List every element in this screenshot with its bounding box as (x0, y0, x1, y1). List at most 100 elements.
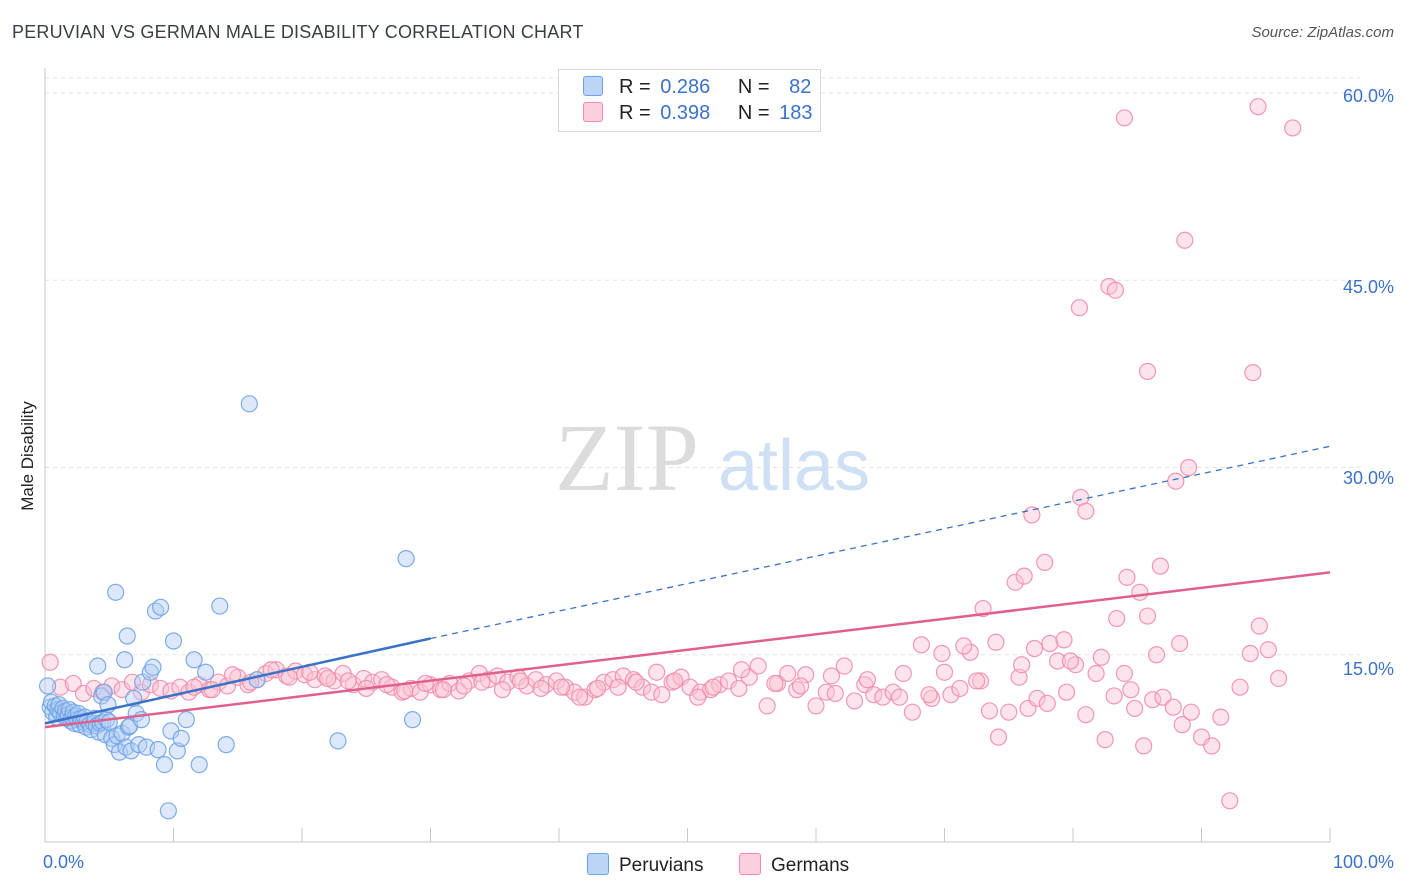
german-point (807, 697, 825, 715)
peruvians-r-value: 0.286 (660, 76, 711, 98)
peruvian-point (240, 395, 258, 413)
peruvian-point (159, 802, 177, 820)
peruvian-point (141, 663, 159, 681)
german-point (1106, 281, 1125, 299)
germans-n-value: 183 (779, 102, 813, 124)
peruvians-n-value: 82 (789, 76, 812, 98)
german-point (1250, 617, 1268, 635)
peruvian-point (116, 651, 134, 669)
peruvians-legend-label: Peruvians (619, 855, 704, 876)
peruvian-point (197, 663, 215, 681)
german-point (1164, 698, 1182, 716)
y-tick-label-30: 30.0% (1342, 468, 1394, 488)
germans-legend-label: Germans (771, 855, 850, 876)
german-point (552, 678, 571, 696)
german-point (1087, 664, 1105, 683)
german-point (749, 657, 767, 675)
peruvians-trend-line (44, 637, 431, 725)
german-point (1006, 573, 1024, 591)
german-point (822, 667, 841, 685)
bottom-legend-peruvians: Peruvians (587, 853, 704, 877)
german-point (1028, 689, 1046, 708)
german-point (987, 633, 1005, 651)
german-point (609, 678, 627, 696)
german-point (971, 672, 990, 690)
germans-r-label: R = (619, 102, 651, 124)
watermark-zip: ZIP (555, 404, 699, 511)
german-point (961, 643, 979, 661)
german-point (1244, 364, 1262, 382)
german-point (319, 669, 337, 688)
german-point (1269, 669, 1288, 688)
peruvian-point (172, 729, 190, 747)
peruvian-point (149, 741, 167, 759)
german-point (1012, 656, 1031, 674)
german-point (1173, 716, 1191, 734)
german-point (1182, 703, 1200, 721)
german-point (1077, 502, 1095, 520)
german-point (920, 686, 938, 704)
german-point (1176, 231, 1194, 249)
german-point (955, 637, 973, 655)
peruvian-point (329, 732, 347, 750)
german-point (826, 684, 844, 703)
german-point (1025, 639, 1044, 658)
german-point (1077, 706, 1095, 724)
germans-legend-swatch (739, 853, 761, 875)
german-point (339, 672, 357, 690)
german-point (968, 672, 986, 690)
german-point (691, 683, 709, 701)
german-point (653, 686, 671, 704)
german-point (758, 697, 776, 715)
germans-swatch (583, 102, 603, 122)
x-tick-label-0: 0.0% (43, 852, 85, 872)
german-point (171, 678, 189, 696)
german-point (702, 681, 720, 699)
german-point (1126, 699, 1144, 718)
german-point (1122, 681, 1140, 699)
german-point (1231, 678, 1249, 696)
german-point (1070, 299, 1089, 317)
german-point (1131, 583, 1149, 601)
german-point (642, 683, 661, 701)
german-point (1154, 688, 1172, 706)
german-point (1057, 683, 1076, 701)
trend-lines (44, 445, 1331, 729)
german-point (1138, 607, 1157, 625)
german-point (493, 681, 512, 699)
peruvian-point (403, 711, 422, 729)
peruvian-point (190, 755, 208, 774)
german-point (951, 679, 969, 698)
peruvians-n-label: N = (737, 76, 770, 98)
german-point (1203, 737, 1221, 755)
german-point (1108, 609, 1126, 628)
german-point (1171, 634, 1189, 653)
german-point (1138, 362, 1157, 380)
german-point (1092, 648, 1110, 666)
german-point (1241, 644, 1259, 663)
german-point (1135, 737, 1153, 755)
german-point (434, 681, 452, 699)
y-tick-label-45: 45.0% (1342, 277, 1394, 297)
peruvian-point (397, 550, 415, 568)
german-point (874, 688, 892, 706)
german-point (1180, 458, 1198, 477)
peruvian-point (155, 755, 174, 774)
german-point (556, 678, 575, 696)
x-tick-label-100: 100.0% (1332, 852, 1394, 872)
german-point (1096, 731, 1114, 749)
german-point (797, 666, 815, 684)
german-point (203, 681, 221, 699)
peruvian-point (89, 657, 107, 675)
peruvian-point (118, 627, 136, 645)
german-point (416, 674, 434, 693)
peruvian-point (177, 711, 195, 729)
peruvians-legend-swatch (587, 853, 609, 875)
german-point (51, 678, 70, 696)
german-point (1249, 98, 1267, 116)
german-point (1144, 691, 1162, 709)
legend-row-germans: R = 0.398 N = 183 (583, 102, 813, 126)
german-point (1055, 631, 1073, 649)
peruvian-point (211, 597, 229, 615)
